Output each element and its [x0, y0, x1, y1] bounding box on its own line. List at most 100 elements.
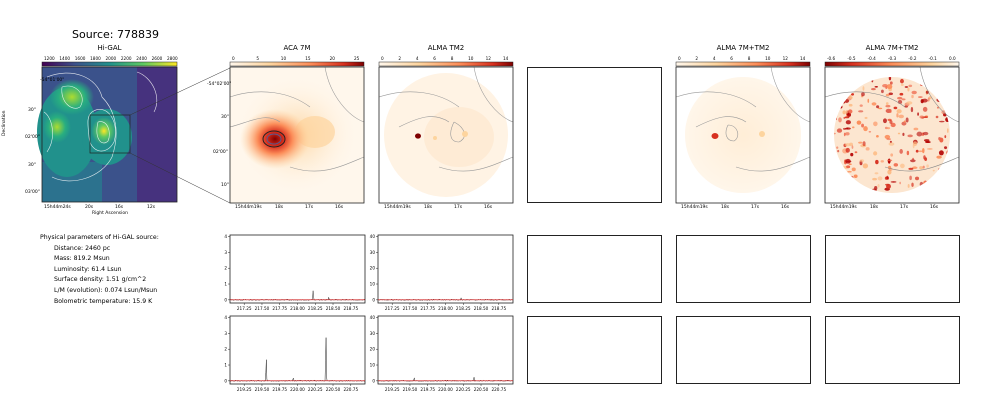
y-tick-label: 2: [224, 347, 227, 352]
residual-spot: [836, 146, 839, 149]
higal-ytick-1: 30": [28, 108, 36, 113]
alma7mtm2-cbar-tick-7: 14: [800, 56, 806, 61]
alma7mtm2-image: [675, 66, 811, 204]
higal-ytick-2: 02'00": [25, 135, 40, 140]
residual-spot: [856, 120, 862, 125]
residual-spot: [908, 167, 914, 170]
residual-spot: [903, 120, 906, 123]
residual-spot: [899, 148, 903, 154]
residual-spot: [882, 118, 887, 124]
residual-spot: [888, 77, 892, 81]
higal-cbar-tick-0: 1200: [44, 56, 55, 61]
alma7mtm2-cbar-tick-4: 8: [747, 56, 751, 61]
higal-cbar-tick-3: 1800: [90, 56, 101, 61]
empty-panel-r1c4: [527, 67, 662, 203]
residual-spot: [873, 151, 878, 156]
almatm2-cbar-tick-2: 4: [415, 56, 419, 61]
aca7m-cbar-tick-0: 0: [232, 56, 235, 61]
spectrum-aca-row2: 0 1 2 3 4 219.25 219.50 219.75 220.00 220.25 220.5…: [224, 315, 366, 392]
higal-xtick-3: 12s: [147, 205, 156, 210]
residual-spot: [888, 92, 893, 96]
residual-spot: [899, 92, 904, 96]
almatm2-cbar-tick-7: 14: [503, 56, 509, 61]
residual-spot: [889, 81, 893, 85]
residual-spot: [848, 109, 853, 114]
residual-spot: [846, 127, 849, 130]
param-tbol: Bolometric temperature: 15.9 K: [54, 297, 153, 305]
residual-spot: [842, 127, 847, 130]
almatm2-cbar-tick-5: 10: [468, 56, 474, 61]
residual-spot: [862, 141, 866, 147]
residual-spot: [863, 126, 868, 132]
spectrum-frame: [229, 315, 366, 385]
y-tick-label: 10: [370, 363, 376, 368]
residual-spot: [853, 174, 858, 178]
alma7mtm2_resid-cbar-tick-2: -0.4: [867, 56, 876, 61]
residual-spot: [844, 116, 850, 119]
y-tick-label: 1: [224, 363, 227, 368]
higal-ytick-4: 03'00": [25, 190, 40, 195]
higal-cbar-tick-5: 2200: [120, 56, 132, 61]
x-tick-label: 220.50: [326, 387, 341, 392]
x-tick-label: 218.25: [456, 306, 471, 311]
x-tick-label: 219.75: [272, 387, 287, 392]
residual-spot: [907, 87, 910, 92]
higal-cbar-tick-6: 2400: [136, 56, 147, 61]
aca7m-ytick-1: 30": [221, 115, 229, 120]
residual-spot: [862, 163, 869, 169]
residual-spot: [944, 146, 948, 150]
higal-title: Hi-GAL: [97, 44, 122, 52]
residual-spot: [906, 150, 910, 156]
x-tick-label: 218.00: [290, 306, 305, 311]
alma7mtm2-xtick-0: 15h44m19s: [681, 205, 708, 210]
residual-spot: [900, 163, 905, 169]
x-tick-label: 219.50: [255, 387, 270, 392]
residual-spot: [850, 152, 854, 157]
almatm2-xtick-0: 15h44m19s: [384, 205, 411, 210]
higal-xtick-0: 15h44m24s: [44, 205, 71, 210]
residual-spot: [890, 153, 894, 157]
y-tick-label: 20: [370, 347, 376, 352]
y-tick-label: 40: [370, 315, 376, 320]
residual-spot: [847, 170, 852, 173]
x-tick-label: 217.25: [385, 306, 400, 311]
alma7mtm2-resid-title: ALMA 7M+TM2: [865, 44, 919, 52]
y-tick-label: 0: [372, 378, 375, 383]
x-tick-label: 220.25: [308, 387, 323, 392]
almatm2-xtick-3: 16s: [484, 205, 493, 210]
residual-spot: [916, 131, 923, 137]
residual-spot: [882, 83, 889, 88]
residual-spot: [909, 175, 912, 181]
alma7mtm2-cbar-tick-2: 4: [712, 56, 716, 61]
almatm2-colorbar: [378, 61, 514, 67]
aca7m-xtick-2: 17s: [305, 205, 314, 210]
aca7m-cbar-tick-1: 5: [256, 56, 260, 61]
residual-spot: [922, 131, 929, 136]
residual-spot: [919, 166, 923, 170]
residual-spot: [913, 127, 919, 131]
x-tick-label: 220.25: [456, 387, 471, 392]
empty-panel-r2c6: [825, 235, 960, 303]
residual-spot: [936, 155, 942, 159]
aca7m-xtick-0: 15h44m19s: [235, 205, 262, 210]
higal-xtick-2: 16s: [115, 205, 124, 210]
residual-spot: [885, 102, 889, 106]
residual-spot: [851, 167, 856, 172]
residual-spot: [937, 106, 939, 109]
residual-spot: [854, 151, 858, 154]
residual-spot: [905, 117, 909, 123]
param-lm: L/M (evolution): 0.074 Lsun/Msun: [54, 286, 158, 294]
aca7m-ytick-0: -54°02'00": [207, 82, 232, 87]
almatm2-xtick-2: 17s: [454, 205, 463, 210]
alma7mtm2-resid-colorbar: [824, 61, 960, 67]
params-header: Physical parameters of Hi-GAL source:: [40, 234, 159, 241]
residual-spot: [923, 155, 926, 160]
residual-spot: [845, 120, 851, 125]
residual-spot: [868, 130, 872, 133]
residual-spot: [837, 149, 840, 153]
alma7mtm2_resid-cbar-tick-4: -0.2: [908, 56, 917, 61]
higal-colorbar: [41, 61, 178, 67]
residual-spot: [927, 97, 930, 102]
residual-spot: [867, 98, 870, 103]
residual-spot: [922, 165, 925, 169]
